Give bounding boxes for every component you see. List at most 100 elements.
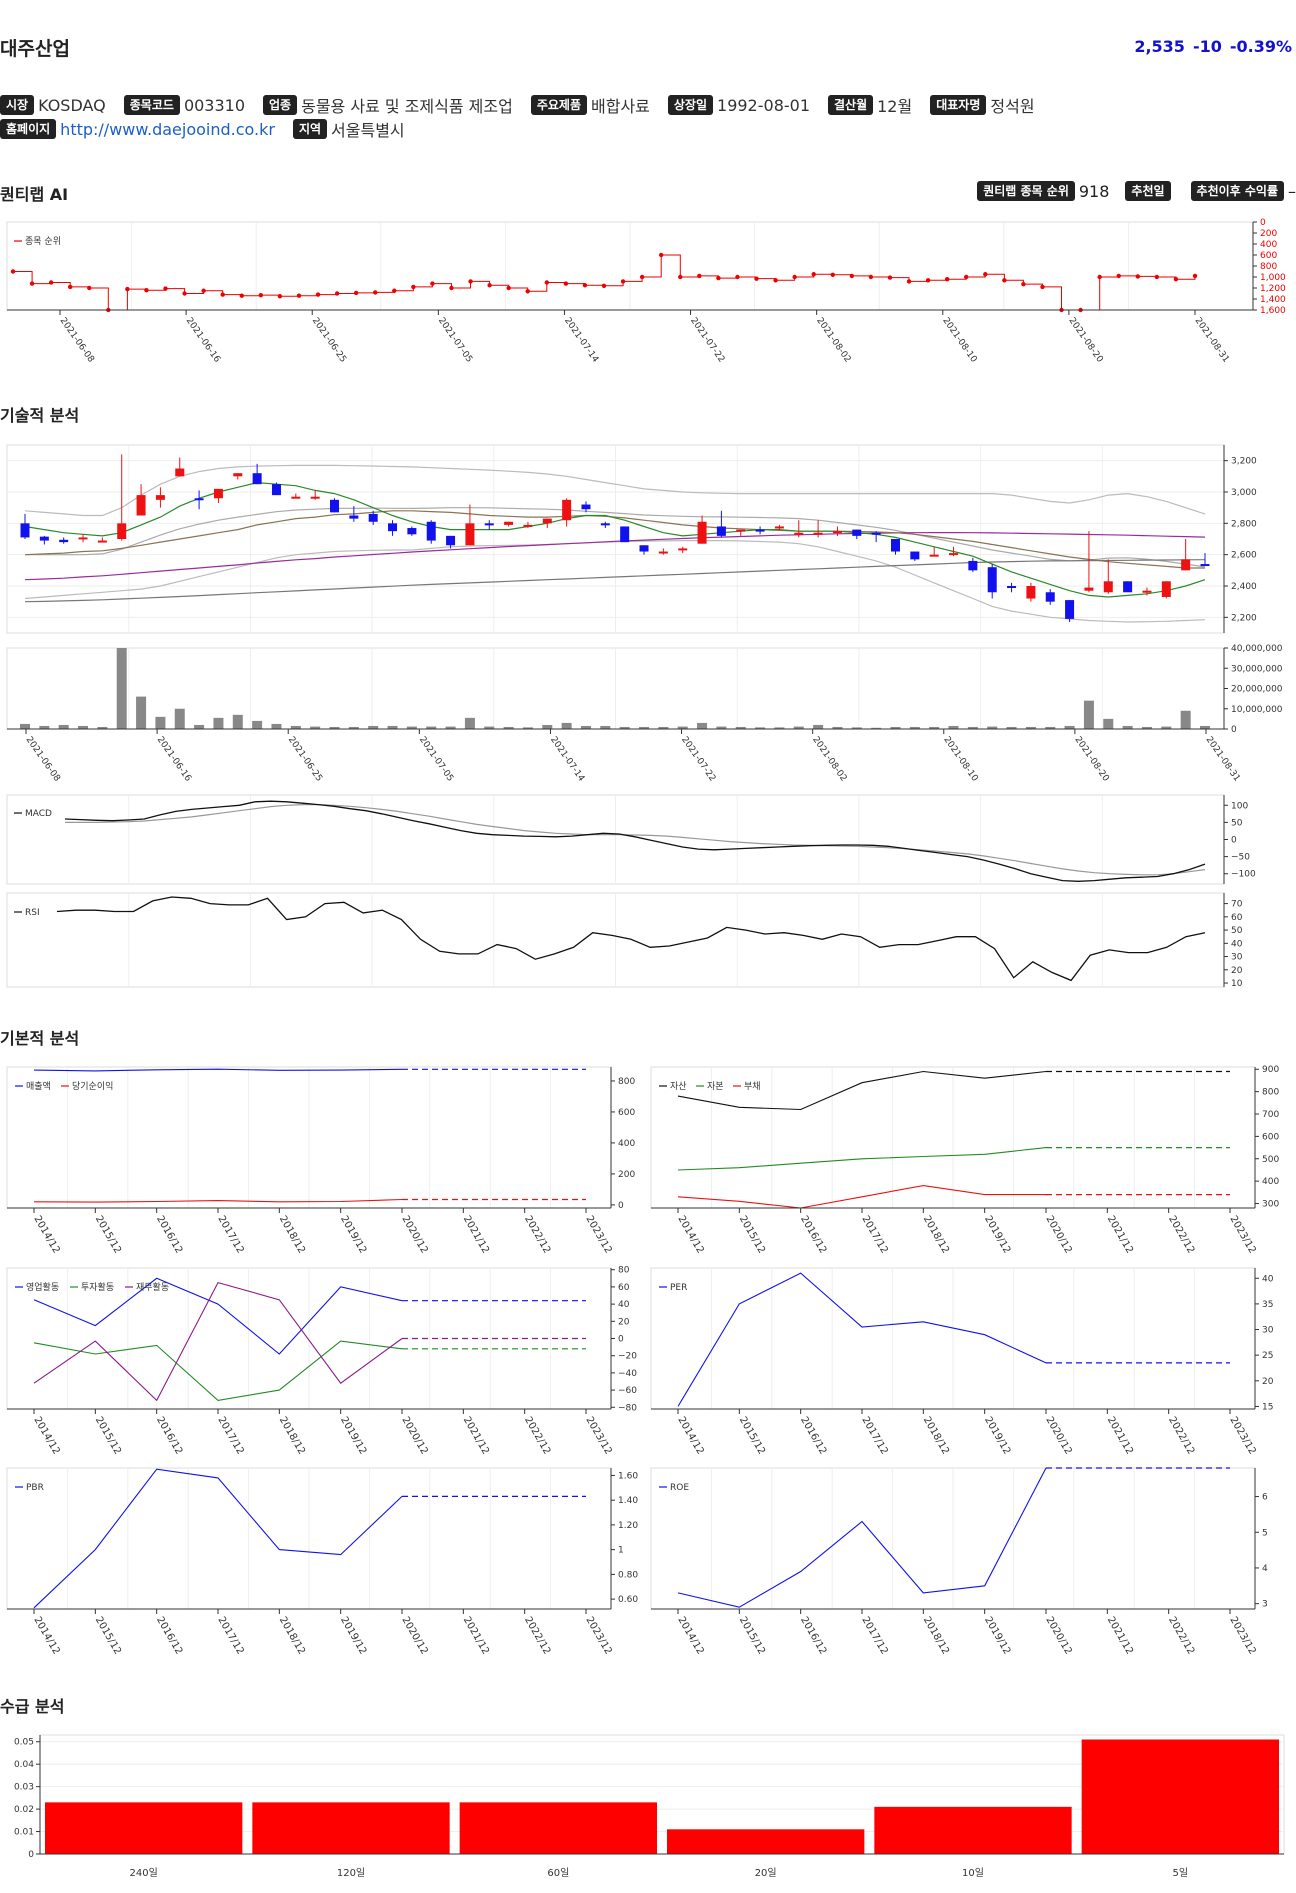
- y-tick-label: 600: [618, 1108, 635, 1118]
- x-tick-label: 2022/12: [522, 1214, 552, 1255]
- volume-bar: [716, 726, 727, 729]
- volume-bar: [426, 726, 437, 729]
- volume-bar: [580, 725, 591, 729]
- x-tick-label: 2021/12: [1105, 1615, 1135, 1656]
- y-tick-label: 0.60: [618, 1595, 638, 1605]
- y-tick-label: 0.04: [14, 1760, 34, 1770]
- section-title-tech: 기술적 분석: [0, 406, 80, 425]
- y-tick-label: 800: [1260, 262, 1277, 272]
- rank-point: [87, 285, 92, 291]
- y-tick-label: 2,600: [1231, 551, 1257, 561]
- x-tick-label: 2019/12: [338, 1415, 368, 1456]
- rank-point: [220, 292, 225, 297]
- region-label: 지역: [292, 119, 328, 139]
- x-tick-label: 2016/12: [798, 1214, 828, 1255]
- rank-point: [620, 279, 626, 284]
- y-tick-label: 50: [1231, 926, 1243, 936]
- rank-point: [658, 252, 664, 258]
- y-tick-label: 50: [1231, 818, 1243, 828]
- volume-bar: [735, 726, 746, 729]
- volume-bar: [97, 726, 108, 729]
- candle-body: [890, 539, 900, 552]
- x-tick-label: 2021-07-22: [688, 316, 726, 365]
- y-tick-label: 900: [1262, 1065, 1279, 1075]
- assets-series-line: [677, 1147, 1047, 1171]
- candle-body: [78, 537, 88, 540]
- x-tick-label: 2023/12: [583, 1415, 613, 1456]
- x-tick-label: 2021/12: [461, 1615, 491, 1656]
- supply-category-label: 60일: [547, 1867, 569, 1879]
- volume-bar: [793, 726, 804, 729]
- candle-body: [678, 548, 688, 551]
- x-tick-label: 2021/12: [461, 1214, 491, 1255]
- rank-point: [258, 292, 264, 298]
- x-tick-label: 2021-08-31: [1193, 316, 1231, 365]
- candle-body: [658, 551, 668, 554]
- x-tick-label: 2021/12: [461, 1415, 491, 1456]
- volume-bar: [1180, 710, 1191, 729]
- candle-body: [1065, 600, 1075, 619]
- x-tick-label: 2014/12: [675, 1214, 705, 1255]
- legend-label: PER: [670, 1283, 687, 1293]
- x-tick-label: 2017/12: [859, 1214, 889, 1255]
- rank-point: [849, 273, 855, 279]
- cashflow-series-line: [33, 1277, 403, 1355]
- x-tick-label: 2017/12: [859, 1415, 889, 1456]
- candle-body: [639, 545, 649, 552]
- x-tick-label: 2022/12: [1166, 1615, 1196, 1656]
- bb-upper: [24, 464, 1206, 517]
- candle-body: [213, 488, 223, 499]
- candle-body: [155, 495, 165, 500]
- y-tick-label: 400: [1260, 240, 1277, 250]
- y-tick-label: 70: [1231, 900, 1243, 910]
- supply-category-label: 20일: [755, 1867, 777, 1879]
- y-tick-label: 600: [1262, 1132, 1279, 1142]
- legend-label: 투자활동: [81, 1281, 114, 1293]
- ai-rec-date-label: 추천일: [1125, 181, 1171, 201]
- candle-body: [39, 536, 49, 541]
- supply-chart-frame: [39, 1734, 1285, 1855]
- volume-bar: [290, 725, 301, 729]
- volume-bar: [252, 720, 263, 729]
- info-label: 대표자명: [930, 95, 987, 115]
- volume-bar: [58, 724, 69, 729]
- volume-bar: [155, 716, 166, 729]
- volume-bar: [677, 726, 688, 729]
- rank-point: [811, 272, 816, 277]
- volume-bar: [1025, 726, 1036, 729]
- homepage-link[interactable]: http://www.daejooind.co.kr: [60, 119, 275, 139]
- candle-body: [581, 504, 591, 510]
- y-tick-label: 0: [28, 1850, 34, 1860]
- rank-point: [601, 283, 607, 288]
- candle-body: [949, 553, 959, 556]
- volume-bar: [909, 726, 920, 729]
- assets-series-line: [677, 1070, 1047, 1111]
- y-tick-label: 0.02: [14, 1805, 34, 1815]
- y-tick-label: 800: [1262, 1088, 1279, 1098]
- info-label: 주요제품: [530, 95, 587, 115]
- y-tick-label: 2,800: [1231, 519, 1257, 529]
- volume-bar: [600, 725, 611, 729]
- rank-point: [468, 279, 473, 284]
- rank-point: [678, 274, 683, 280]
- y-tick-label: −20: [618, 1352, 637, 1362]
- candle-body: [484, 523, 494, 526]
- current-price: 2,535: [1134, 37, 1185, 56]
- rank-point: [868, 274, 874, 280]
- x-tick-label: 2016/12: [798, 1415, 828, 1456]
- x-tick-label: 2020/12: [399, 1214, 429, 1255]
- x-tick-label: 2014/12: [675, 1415, 705, 1456]
- rank-point: [563, 281, 569, 286]
- info-value: KOSDAQ: [38, 95, 106, 115]
- y-tick-label: −100: [1231, 870, 1256, 880]
- volume-bar: [851, 727, 862, 729]
- y-tick-label: 40: [1262, 1274, 1274, 1284]
- volume-bar: [774, 727, 785, 729]
- cashflow-series-line: [33, 1281, 403, 1402]
- x-tick-label: 2021-08-31: [1204, 735, 1242, 784]
- volume-bar: [658, 726, 669, 729]
- info-value: 1992-08-01: [717, 95, 810, 115]
- supply-category-label: 5일: [1173, 1867, 1189, 1879]
- x-tick-label: 2019/12: [982, 1415, 1012, 1456]
- price-box: 2,535 -10 -0.39%: [1126, 37, 1292, 56]
